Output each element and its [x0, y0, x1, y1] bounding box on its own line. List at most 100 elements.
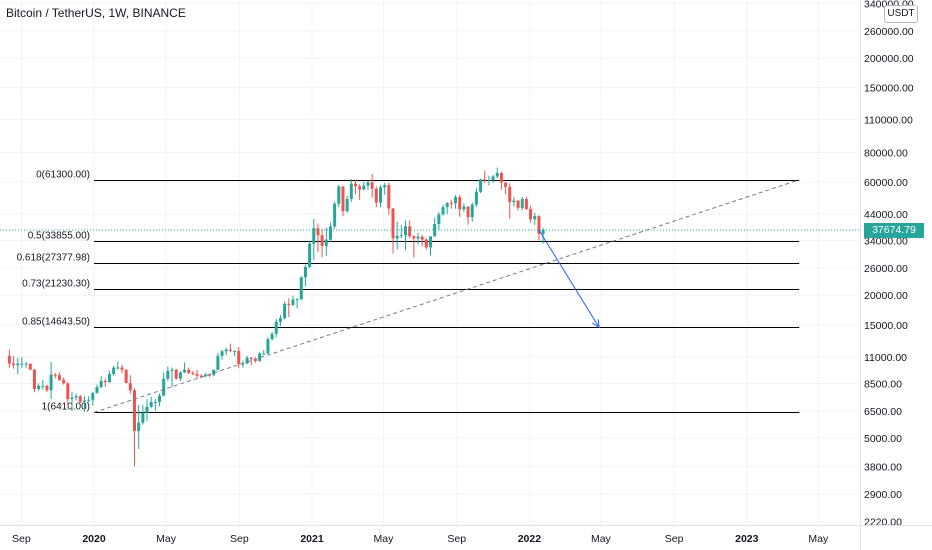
candle-body [53, 374, 57, 376]
chart-title: Bitcoin / TetherUS, 1W, BINANCE [6, 6, 186, 20]
candle-body [383, 185, 387, 188]
candle [287, 298, 291, 317]
price-tick-label: 11000.00 [864, 352, 907, 364]
candle-body [208, 374, 212, 376]
candle-body [199, 375, 203, 377]
price-tick-label: 80000.00 [864, 147, 908, 159]
candle-body [28, 363, 32, 370]
candle-body [529, 208, 533, 220]
fibonacci-retracement[interactable]: 0(61300.00) 0.5(33855.00) 0.618(27377.98) 0… [17, 170, 800, 413]
candle-body [203, 374, 207, 377]
price-axis[interactable]: 340000.00260000.00200000.00150000.001100… [860, 0, 914, 550]
candle [387, 182, 391, 215]
candle-body [91, 392, 95, 400]
candle-body [24, 363, 28, 365]
candle [233, 350, 237, 356]
candle [491, 175, 495, 184]
candle [408, 220, 412, 239]
projection-arrow-line[interactable] [538, 229, 600, 328]
candle [45, 384, 49, 393]
time-tick-label: Sep [230, 533, 249, 545]
candle [270, 331, 274, 341]
candle [433, 217, 437, 237]
price-tick-label: 26000.00 [864, 263, 908, 275]
candle-body [287, 303, 291, 305]
candle-body [116, 367, 120, 369]
price-tick-label: 3800.00 [864, 461, 902, 473]
candle-body [491, 176, 495, 180]
fib-level-label: 0.618(27377.98) [17, 253, 90, 264]
candle [107, 370, 111, 383]
candle [216, 353, 220, 371]
candle [74, 393, 78, 401]
fib-level-label: 0.73(21230.30) [22, 279, 90, 290]
candle [174, 368, 178, 380]
candle [187, 367, 191, 375]
fib-level-label: 0(61300.00) [36, 170, 90, 181]
candle [416, 232, 420, 245]
candle-body [162, 378, 166, 396]
candle [262, 349, 266, 355]
candle [178, 370, 182, 381]
candle-body [524, 199, 528, 209]
time-tick-label: Sep [447, 533, 466, 545]
candle [66, 382, 70, 407]
candle [474, 188, 478, 207]
candle [299, 276, 303, 301]
candle-body [170, 369, 174, 371]
candle [508, 183, 512, 219]
candle-body [445, 203, 449, 208]
candle [412, 235, 416, 258]
candle-body [312, 228, 316, 244]
candle-body [270, 333, 274, 340]
currency-unit-button[interactable]: USDT [884, 5, 918, 23]
candle-body [504, 182, 508, 187]
candle [158, 393, 162, 407]
candle [378, 184, 382, 208]
candle-body [253, 359, 257, 362]
candle-body [141, 412, 145, 423]
candle-body [424, 239, 428, 248]
candle [137, 404, 141, 449]
trend-line[interactable] [93, 179, 800, 413]
price-tick-label: 5000.00 [864, 433, 902, 445]
candle-body [166, 370, 170, 379]
time-tick-label: May [156, 533, 177, 545]
time-tick-label: May [808, 533, 829, 545]
candle-body [366, 182, 370, 186]
candle [291, 295, 295, 307]
candle-body [429, 236, 433, 248]
candle [53, 372, 57, 379]
candle-body [378, 187, 382, 203]
time-tick-label: May [374, 533, 395, 545]
candle-body [241, 363, 245, 365]
candle [266, 337, 270, 355]
candle-body [195, 374, 199, 376]
time-tick-label: Sep [665, 533, 684, 545]
candle [479, 178, 483, 194]
candle [249, 357, 253, 366]
candle-body [345, 198, 349, 212]
candle-body [437, 214, 441, 225]
candle-body [153, 401, 157, 403]
candle [470, 202, 474, 222]
candle [95, 384, 99, 394]
candle [449, 199, 453, 209]
candle-body [395, 235, 399, 239]
candle-body [470, 204, 474, 218]
candle-body [349, 183, 353, 199]
time-axis[interactable]: Sep 2020 May Sep 2021 May Sep 2022 May Sep 2023 May [0, 525, 932, 546]
candle [499, 171, 503, 190]
candle-body [220, 351, 224, 356]
candle-body [479, 179, 483, 192]
candle [324, 227, 328, 256]
candle [349, 178, 353, 202]
drawings[interactable] [0, 179, 860, 413]
candle [303, 264, 307, 287]
candle [258, 352, 262, 362]
candle [112, 365, 116, 376]
candle-body [391, 208, 395, 239]
candle [366, 180, 370, 191]
price-tick-label: 6500.00 [864, 406, 902, 418]
